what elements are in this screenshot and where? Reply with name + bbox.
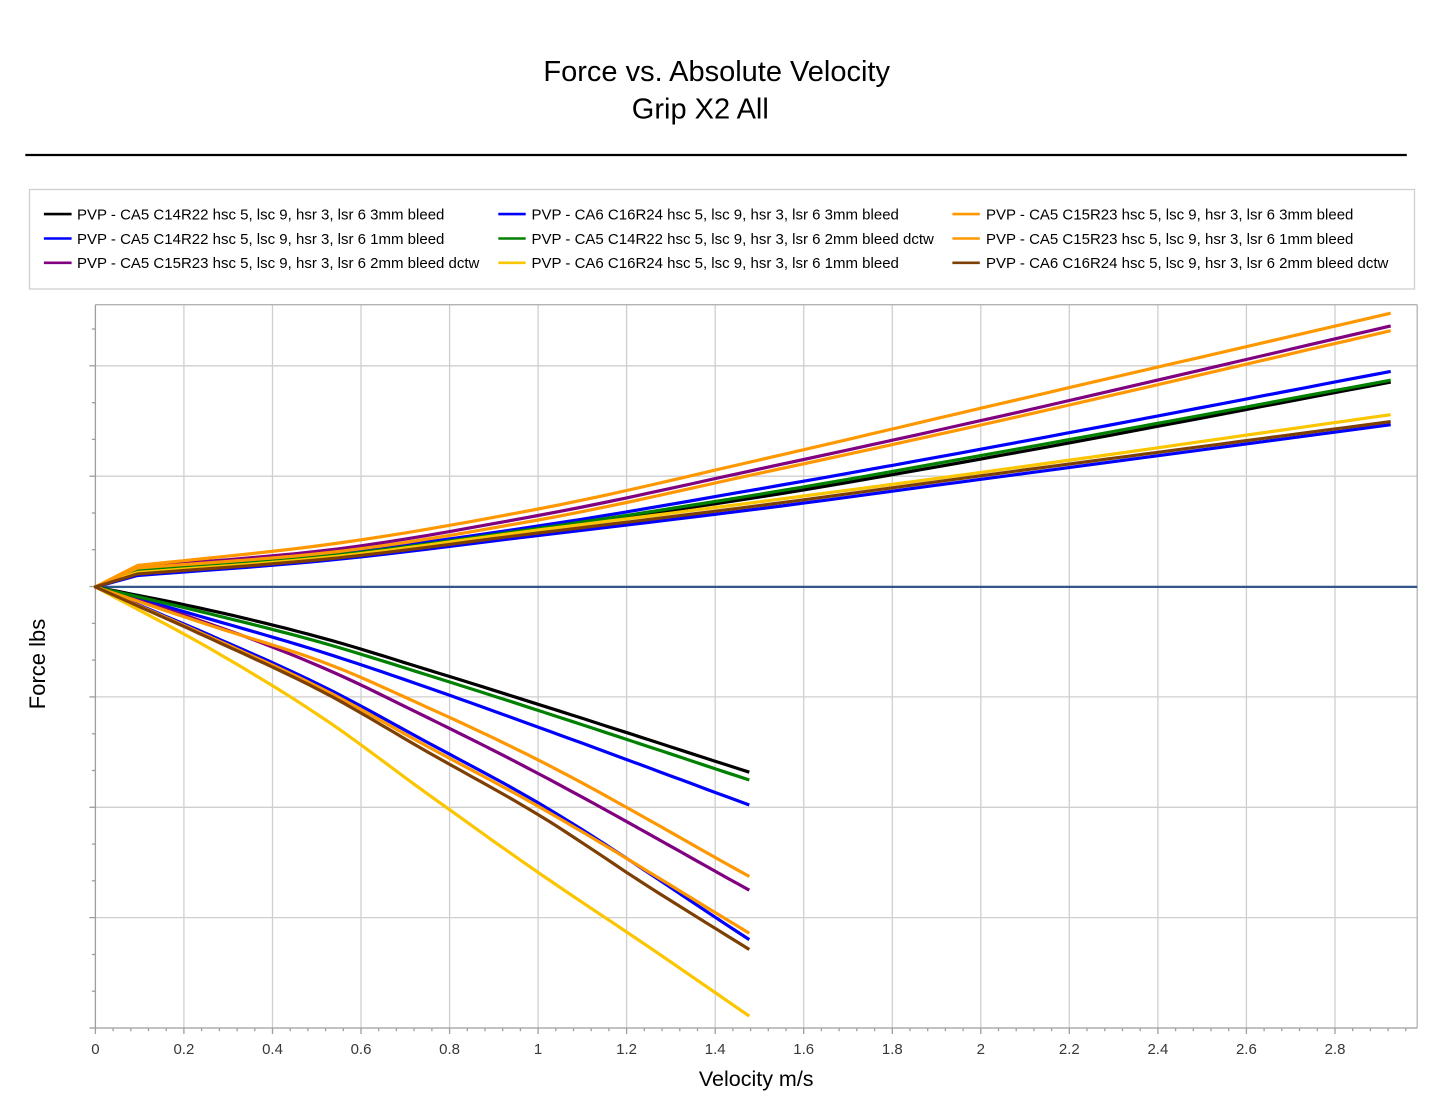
svg-text:2.2: 2.2 xyxy=(1059,1041,1080,1058)
svg-text:Velocity m/s: Velocity m/s xyxy=(699,1067,814,1091)
svg-text:2.4: 2.4 xyxy=(1147,1041,1168,1058)
svg-text:1.2: 1.2 xyxy=(616,1041,637,1058)
svg-text:PVP - CA5 C15R23 hsc 5, lsc 9,: PVP - CA5 C15R23 hsc 5, lsc 9, hsr 3, ls… xyxy=(77,255,480,272)
svg-text:PVP - CA6 C16R24 hsc 5, lsc 9,: PVP - CA6 C16R24 hsc 5, lsc 9, hsr 3, ls… xyxy=(986,255,1389,272)
svg-text:PVP - CA6 C16R24 hsc 5, lsc 9,: PVP - CA6 C16R24 hsc 5, lsc 9, hsr 3, ls… xyxy=(532,206,899,223)
svg-text:Grip X2 All: Grip X2 All xyxy=(632,93,769,125)
svg-text:PVP - CA6 C16R24 hsc 5, lsc 9,: PVP - CA6 C16R24 hsc 5, lsc 9, hsr 3, ls… xyxy=(532,255,899,272)
svg-text:2: 2 xyxy=(977,1041,985,1058)
svg-text:0: 0 xyxy=(91,1041,99,1058)
svg-text:0.4: 0.4 xyxy=(262,1041,283,1058)
svg-text:1.6: 1.6 xyxy=(793,1041,814,1058)
svg-text:PVP - CA5 C14R22 hsc 5, lsc 9,: PVP - CA5 C14R22 hsc 5, lsc 9, hsr 3, ls… xyxy=(77,231,444,248)
svg-text:PVP - CA5 C15R23 hsc 5, lsc 9,: PVP - CA5 C15R23 hsc 5, lsc 9, hsr 3, ls… xyxy=(986,206,1353,223)
svg-text:2.8: 2.8 xyxy=(1325,1041,1346,1058)
svg-text:1: 1 xyxy=(534,1041,542,1058)
svg-text:0.2: 0.2 xyxy=(173,1041,194,1058)
svg-text:2.6: 2.6 xyxy=(1236,1041,1257,1058)
svg-text:PVP - CA5 C15R23 hsc 5, lsc 9,: PVP - CA5 C15R23 hsc 5, lsc 9, hsr 3, ls… xyxy=(986,231,1353,248)
svg-text:Force lbs: Force lbs xyxy=(25,619,50,709)
svg-text:1.4: 1.4 xyxy=(705,1041,726,1058)
svg-text:PVP - CA5 C14R22 hsc 5, lsc 9,: PVP - CA5 C14R22 hsc 5, lsc 9, hsr 3, ls… xyxy=(77,206,444,223)
svg-text:1.8: 1.8 xyxy=(882,1041,903,1058)
svg-text:Force vs. Absolute Velocity: Force vs. Absolute Velocity xyxy=(543,56,890,88)
svg-text:0.6: 0.6 xyxy=(351,1041,372,1058)
svg-text:PVP - CA5 C14R22 hsc 5, lsc 9,: PVP - CA5 C14R22 hsc 5, lsc 9, hsr 3, ls… xyxy=(532,231,935,248)
svg-text:0.8: 0.8 xyxy=(439,1041,460,1058)
